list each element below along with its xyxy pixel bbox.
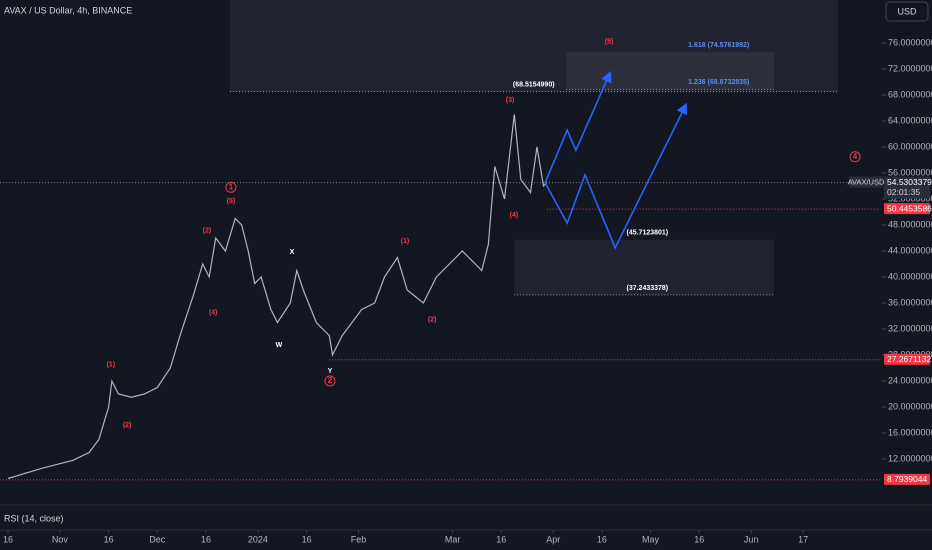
x-tick-label: 16	[694, 534, 704, 544]
y-tick-label: 20.0000000	[888, 401, 932, 411]
wave-label: (2)	[428, 317, 437, 324]
price-tag	[884, 176, 930, 199]
zone	[514, 239, 774, 295]
y-tick-label: 12.0000000	[888, 453, 932, 463]
x-tick-label: 16	[496, 534, 506, 544]
y-tick-label: 64.0000000	[888, 115, 932, 125]
wave-label: 2	[328, 376, 333, 385]
price-tag-label: 50.4453586	[887, 203, 932, 213]
zone	[566, 52, 774, 90]
x-tick-label: Dec	[149, 534, 166, 544]
currency[interactable]: USD	[897, 6, 917, 16]
projection	[544, 70, 612, 184]
wave-label: 4	[853, 152, 858, 161]
level-label: 1.618 (74.5761992)	[688, 42, 749, 49]
x-tick-label: 16	[104, 534, 114, 544]
level-label: 1.236 (68.8732835)	[688, 79, 749, 86]
y-tick-label: 72.0000000	[888, 63, 932, 73]
x-tick-label: 16	[3, 534, 13, 544]
level-label: (37.2433378)	[626, 285, 668, 292]
price-tag	[884, 203, 930, 215]
wave-label: (1)	[107, 362, 116, 369]
wave-label: Y	[328, 368, 333, 375]
wave-label: (1)	[401, 238, 410, 245]
y-tick-label: 32.0000000	[888, 323, 932, 333]
wave-label: 1	[229, 182, 234, 191]
y-tick-label: 40.0000000	[888, 271, 932, 281]
y-tick-label: 16.0000000	[888, 427, 932, 437]
wave-circle	[324, 375, 336, 387]
price-tag-label: 54.5303379	[887, 177, 932, 187]
wave-circle	[849, 151, 861, 163]
x-tick-label: 16	[201, 534, 211, 544]
countdown: 02:01:35	[887, 187, 920, 197]
chart-title: AVAX / US Dollar, 4h, BINANCE	[4, 5, 132, 15]
wave-label: (4)	[209, 310, 218, 317]
symbol-tag	[849, 176, 883, 188]
y-tick-label: 44.0000000	[888, 245, 932, 255]
x-tick-label: May	[642, 534, 660, 544]
x-tick-label: Nov	[52, 534, 69, 544]
x-tick-label: 16	[597, 534, 607, 544]
level-label: (68.5154990)	[513, 82, 555, 89]
y-tick-label: 24.0000000	[888, 375, 932, 385]
wave-label: (5)	[605, 39, 614, 46]
indicator-label: RSI (14, close)	[4, 513, 64, 523]
y-tick-label: 48.0000000	[888, 219, 932, 229]
y-tick-label: 60.0000000	[888, 141, 932, 151]
price-tag-label: 8.7939044	[887, 474, 927, 484]
y-tick-label: 56.0000000	[888, 167, 932, 177]
x-tick-label: 2024	[248, 534, 268, 544]
wave-label: W	[276, 342, 283, 349]
level-label: (45.7123801)	[626, 230, 668, 237]
currency-button[interactable]	[885, 1, 929, 22]
y-tick-label: 36.0000000	[888, 297, 932, 307]
price-tag	[884, 353, 930, 365]
y-tick-label: 68.0000000	[888, 89, 932, 99]
price-line	[7, 114, 548, 480]
y-tick-label: 76.0000000	[888, 37, 932, 47]
x-tick-label: Jun	[744, 534, 759, 544]
wave-label: (2)	[123, 422, 132, 429]
projection	[544, 102, 687, 250]
x-tick-label: 16	[302, 534, 312, 544]
wave-label: (2)	[203, 228, 212, 235]
x-tick-label: 17	[798, 534, 808, 544]
wave-label: X	[290, 249, 295, 256]
price-tag-label: 27.2671132	[887, 354, 932, 364]
x-tick-label: Mar	[445, 534, 461, 544]
price-tag	[884, 473, 930, 485]
symbol-tag-label: AVAX/USD	[848, 178, 885, 187]
x-tick-label: Apr	[546, 534, 560, 544]
wave-label: (3)	[506, 97, 515, 104]
zone	[229, 0, 839, 92]
x-tick-label: Feb	[351, 534, 367, 544]
wave-label: (5)	[227, 198, 236, 205]
wave-circle	[225, 181, 237, 193]
wave-label: (4)	[510, 212, 519, 219]
